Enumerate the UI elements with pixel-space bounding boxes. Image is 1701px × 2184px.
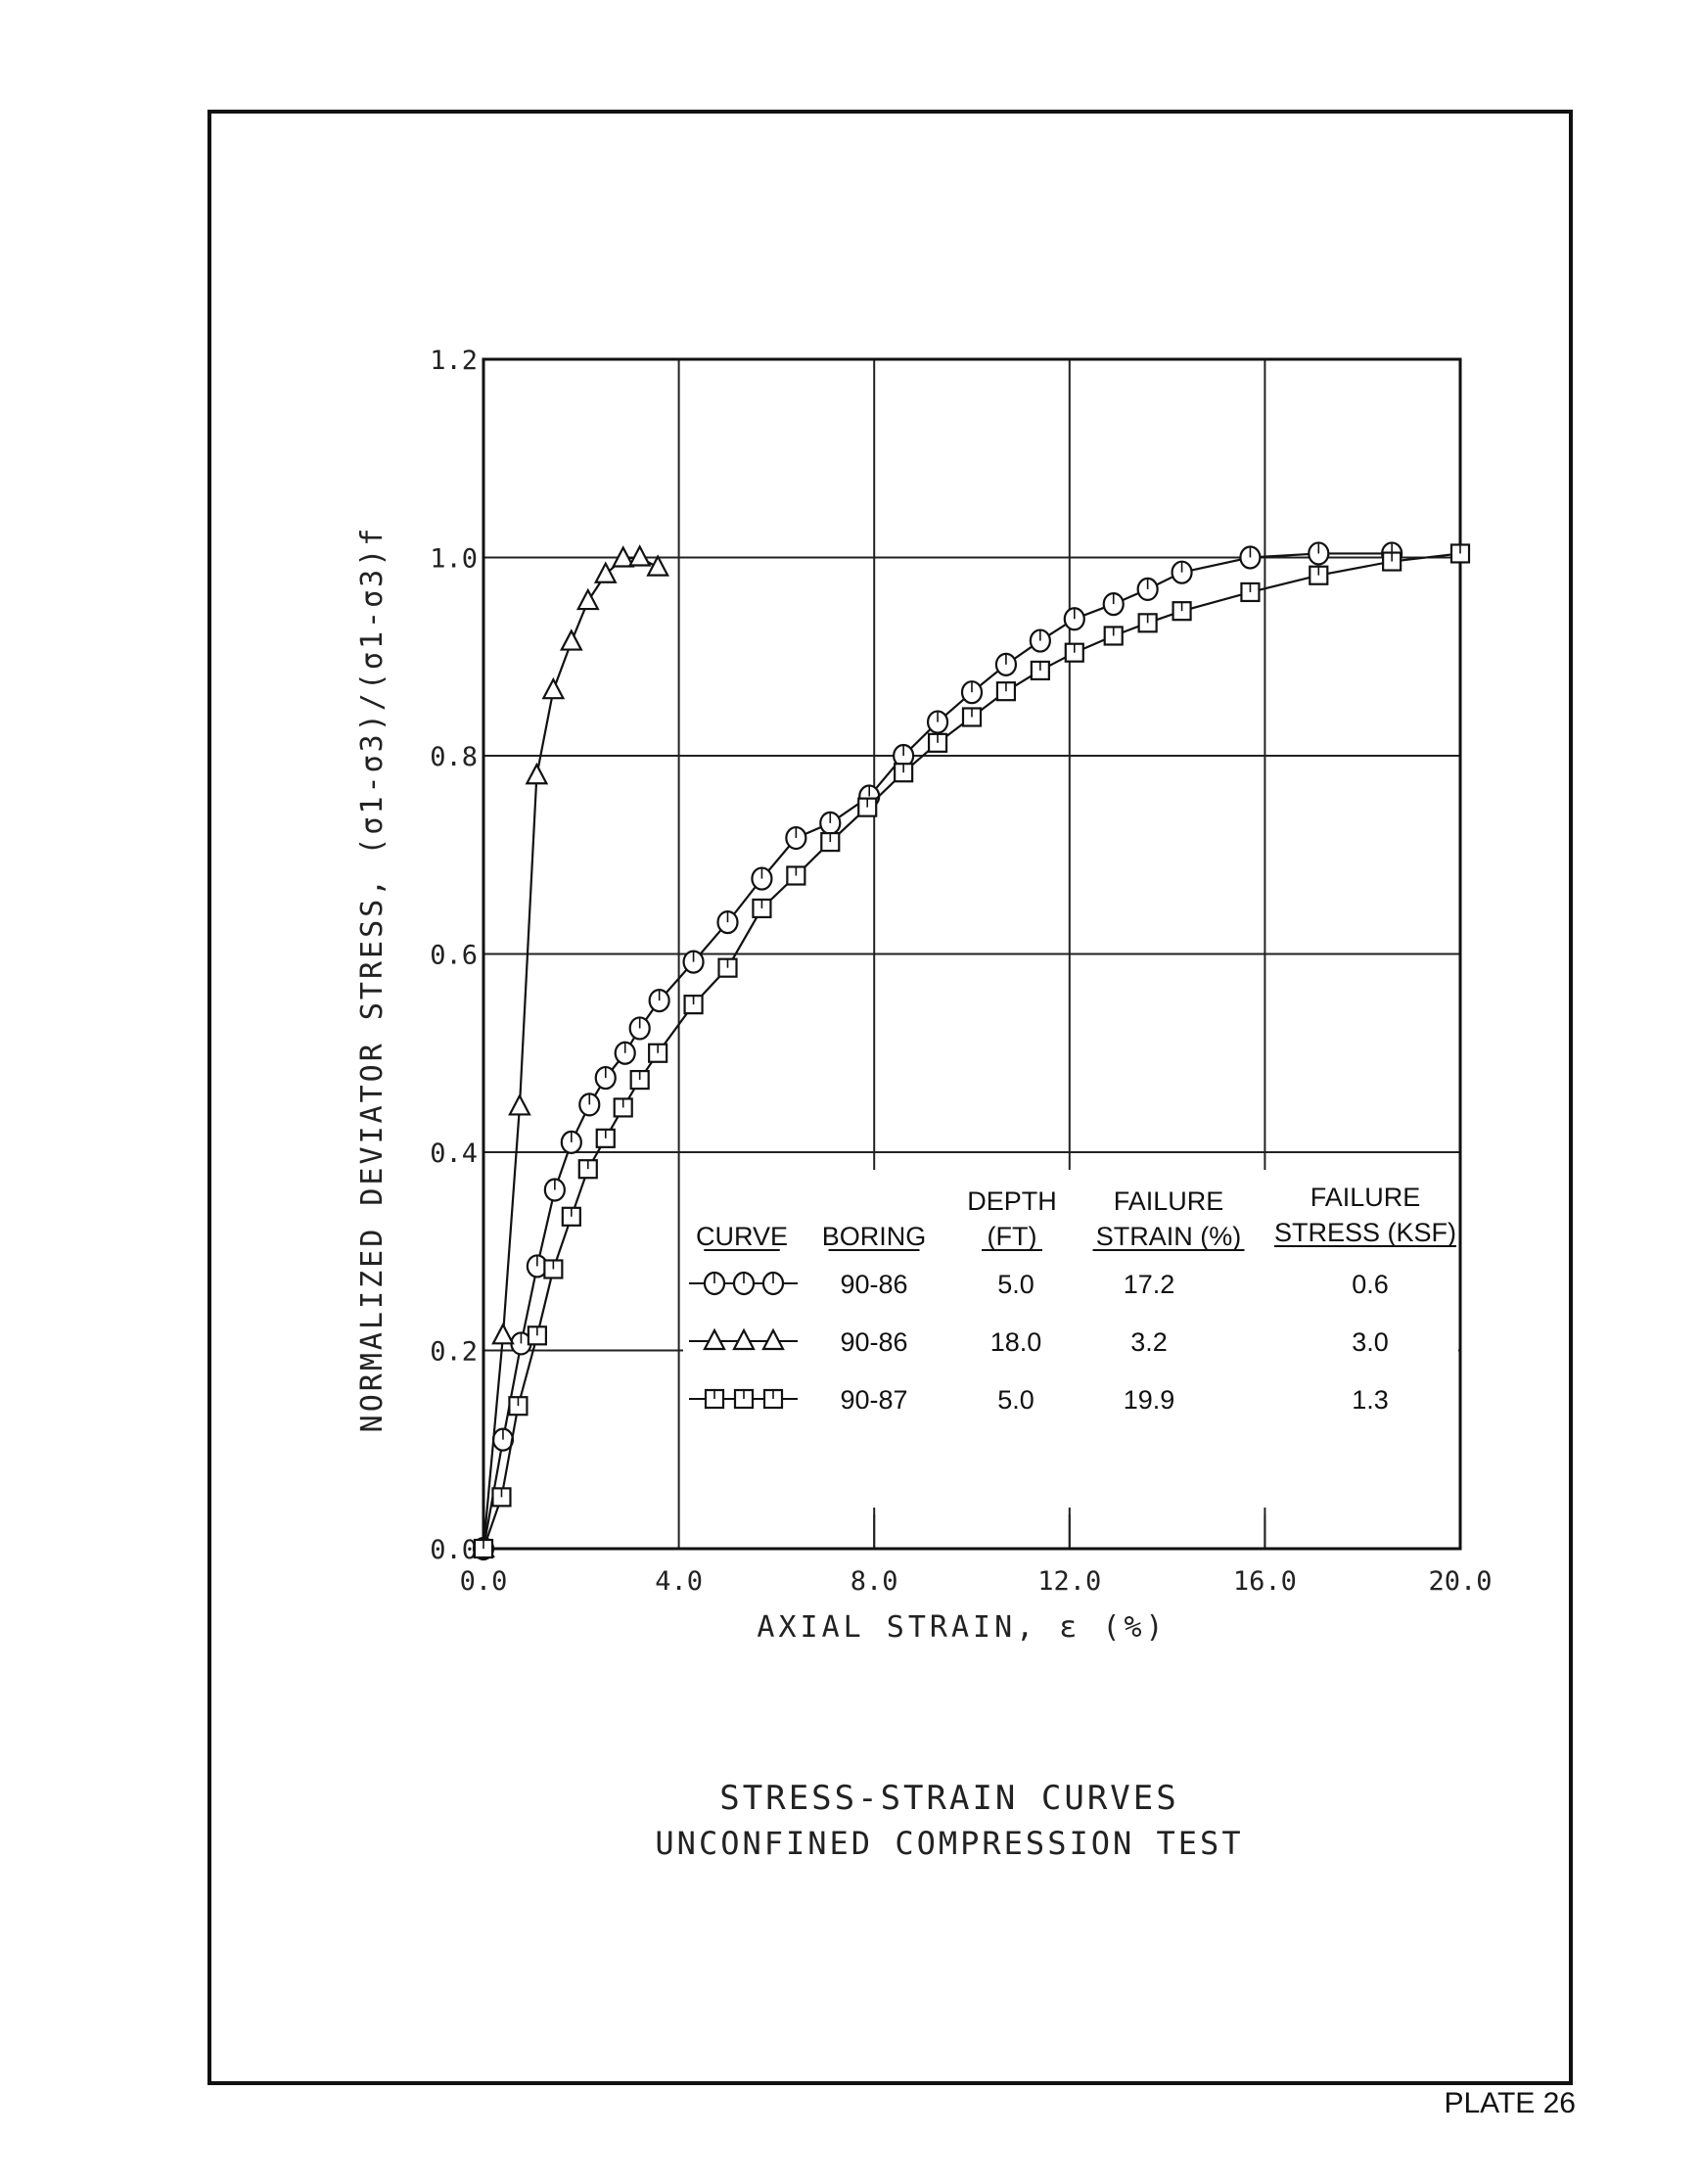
triangle-point bbox=[593, 561, 618, 583]
legend-failure-stress: 0.6 bbox=[1352, 1270, 1389, 1299]
plate-number: PLATE 26 bbox=[1444, 2087, 1576, 2119]
plate-border bbox=[207, 110, 1573, 2085]
triangle-point bbox=[508, 1093, 531, 1116]
legend-row: 90-87 5.0 19.9 1.3 bbox=[689, 1385, 1389, 1415]
legend-boring: 90-86 bbox=[840, 1270, 907, 1299]
legend-triangle-symbol bbox=[732, 1327, 756, 1351]
chart-title: STRESS-STRAIN CURVES bbox=[719, 1779, 1178, 1818]
x-axis-label: AXIAL STRAIN, ε (%) bbox=[757, 1610, 1167, 1645]
series-square bbox=[473, 543, 1471, 1559]
y-tick-label: 0.0 bbox=[430, 1535, 478, 1565]
legend-row: 90-86 18.0 3.2 3.0 bbox=[689, 1327, 1389, 1357]
legend-header-failure-strain-unit: STRAIN (%) bbox=[1096, 1222, 1242, 1251]
y-axis-label: NORMALIZED DEVIATOR STRESS, (σ1-σ3)/(σ1-… bbox=[355, 526, 390, 1433]
triangle-point bbox=[491, 1322, 515, 1345]
legend-boring: 90-86 bbox=[840, 1327, 907, 1357]
x-tick-label: 16.0 bbox=[1233, 1566, 1297, 1597]
y-tick-label: 0.8 bbox=[430, 742, 478, 772]
triangle-point bbox=[611, 545, 635, 568]
triangle-point bbox=[559, 628, 583, 651]
chart-subtitle: UNCONFINED COMPRESSION TEST bbox=[655, 1825, 1243, 1862]
legend-row: 90-86 5.0 17.2 0.6 bbox=[689, 1270, 1389, 1299]
legend-failure-stress: 1.3 bbox=[1352, 1385, 1389, 1415]
x-tick-label: 4.0 bbox=[655, 1566, 703, 1597]
legend-header-depth: DEPTH bbox=[967, 1186, 1057, 1216]
series-circle bbox=[472, 541, 1403, 1561]
triangle-point bbox=[646, 554, 669, 577]
x-tick-label: 20.0 bbox=[1428, 1566, 1492, 1597]
x-tick-label: 0.0 bbox=[460, 1566, 508, 1597]
legend-background bbox=[683, 1170, 1458, 1508]
y-tick-label: 1.2 bbox=[430, 346, 478, 376]
x-tick-label: 12.0 bbox=[1037, 1566, 1101, 1597]
legend-header-failure-strain: FAILURE bbox=[1114, 1186, 1224, 1216]
legend-failure-strain: 17.2 bbox=[1124, 1270, 1175, 1299]
y-tick-label: 0.2 bbox=[430, 1337, 478, 1368]
triangle-point bbox=[627, 544, 652, 567]
series bbox=[472, 541, 1471, 1561]
plot-frame bbox=[482, 357, 1462, 1551]
legend-triangle-symbol bbox=[703, 1327, 726, 1351]
triangle-point bbox=[575, 587, 600, 611]
y-tick-label: 1.0 bbox=[430, 544, 478, 575]
legend-header-depth-unit: (FT) bbox=[988, 1222, 1037, 1251]
legend-depth: 18.0 bbox=[990, 1327, 1042, 1357]
legend-header-curve: CURVE bbox=[696, 1222, 788, 1251]
legend-failure-stress: 3.0 bbox=[1352, 1327, 1389, 1357]
legend-header-failure-stress: FAILURE bbox=[1310, 1183, 1421, 1212]
y-tick-label: 0.6 bbox=[430, 941, 478, 971]
legend-depth: 5.0 bbox=[997, 1270, 1034, 1299]
triangle-point bbox=[525, 762, 549, 785]
legend-boring: 90-87 bbox=[840, 1385, 907, 1415]
y-tick-label: 0.4 bbox=[430, 1138, 478, 1169]
legend-failure-strain: 19.9 bbox=[1124, 1385, 1175, 1415]
legend: CURVE BORING DEPTH (FT) FAILURE STRAIN (%) FAI… bbox=[689, 1183, 1456, 1415]
legend-depth: 5.0 bbox=[997, 1385, 1034, 1415]
legend-header-failure-stress-unit: STRESS (KSF) bbox=[1274, 1218, 1456, 1247]
x-tick-label: 8.0 bbox=[850, 1566, 898, 1597]
series-triangle bbox=[472, 544, 669, 1558]
legend-triangle-symbol bbox=[761, 1327, 785, 1351]
legend-header-boring: BORING bbox=[822, 1222, 927, 1251]
legend-failure-strain: 3.2 bbox=[1130, 1327, 1168, 1357]
triangle-point bbox=[541, 676, 566, 700]
axes: 0.0 4.0 8.0 12.0 16.0 20.0 0.0 0.2 0.4 0.6 0.8 1.0 1… bbox=[430, 346, 1492, 1597]
